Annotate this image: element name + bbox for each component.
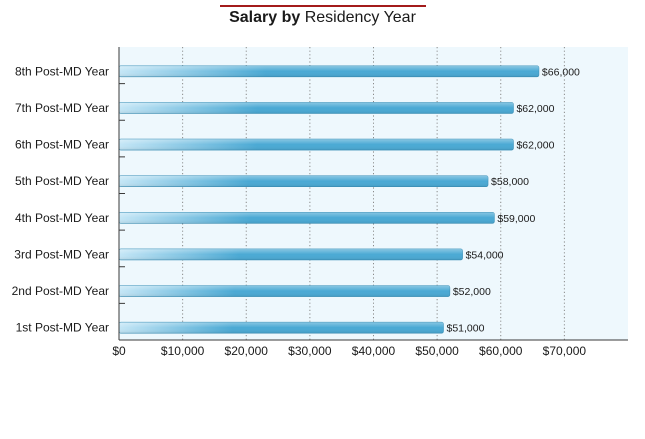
- bar-shine: [119, 248, 463, 260]
- data-label: $62,000: [516, 140, 554, 152]
- x-tick-label: $40,000: [352, 344, 396, 358]
- bars: [118, 65, 540, 334]
- data-label: $52,000: [453, 286, 491, 298]
- chart-title: Salary by Residency Year: [0, 9, 645, 27]
- category-label: 3rd Post-MD Year: [14, 247, 109, 261]
- x-tick-label: $70,000: [543, 344, 587, 358]
- data-label: $58,000: [491, 176, 529, 188]
- category-label: 8th Post-MD Year: [15, 64, 109, 78]
- axes: [118, 47, 628, 341]
- title-rule: [220, 5, 426, 7]
- x-tick-label: $60,000: [479, 344, 523, 358]
- category-label: 6th Post-MD Year: [15, 138, 109, 152]
- data-label: $54,000: [466, 249, 504, 261]
- data-label: $62,000: [516, 103, 554, 115]
- x-tick-label: $20,000: [225, 344, 269, 358]
- labels: $66,000 8th Post-MD Year $62,000 7th Post-M…: [12, 64, 587, 358]
- x-tick-label: $30,000: [288, 344, 332, 358]
- data-label: $59,000: [497, 213, 535, 225]
- chart-title-rest: Residency Year: [304, 9, 416, 26]
- bar-shine: [119, 175, 489, 187]
- bar-shine: [119, 212, 495, 224]
- category-label: 1st Post-MD Year: [16, 321, 109, 335]
- x-tick-label: $10,000: [161, 344, 205, 358]
- category-label: 4th Post-MD Year: [15, 211, 109, 225]
- bar-shine: [119, 102, 514, 114]
- data-label: $66,000: [542, 66, 580, 78]
- data-label: $51,000: [446, 323, 484, 335]
- chart-title-bold: Salary by: [229, 9, 301, 26]
- bar-shine: [119, 139, 514, 151]
- x-tick-label: $50,000: [415, 344, 459, 358]
- x-tick-label: $0: [112, 344, 126, 358]
- bar-shine: [119, 65, 539, 77]
- bar-shine: [119, 322, 444, 334]
- category-label: 2nd Post-MD Year: [12, 284, 109, 298]
- category-label: 7th Post-MD Year: [15, 101, 109, 115]
- bar-shine: [119, 285, 450, 297]
- category-label: 5th Post-MD Year: [15, 174, 109, 188]
